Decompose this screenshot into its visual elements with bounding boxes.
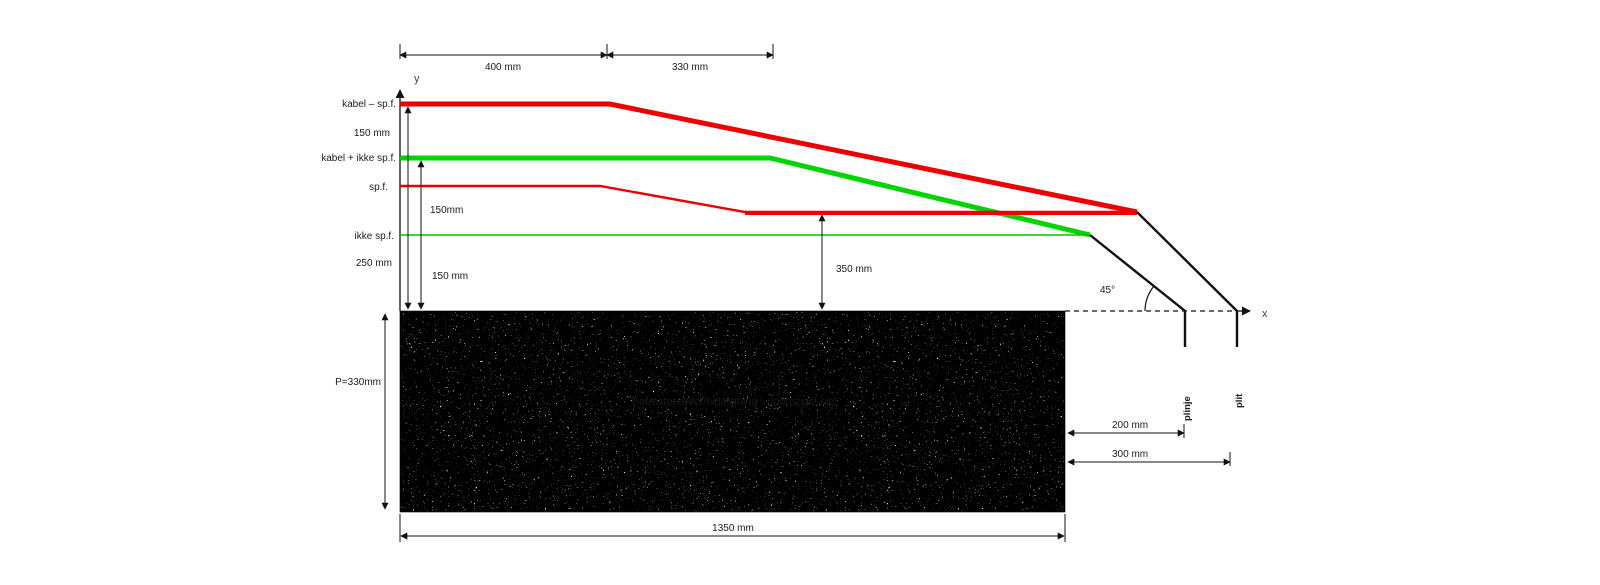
plough-line-left <box>1089 234 1187 347</box>
ground-block-caption: Befæstet areal/belægning - ugunstigst si… <box>631 396 834 408</box>
inner-gap-150b-label: 150 mm <box>432 271 468 282</box>
ground-block-border <box>399 310 1066 513</box>
left-dimension-lines <box>404 106 826 310</box>
cable-spf-label: kabel – sp.f. <box>342 99 396 110</box>
inner-gap-150a-label: 150mm <box>430 205 463 216</box>
axes <box>395 89 1251 316</box>
top-dim-label-2: 330 mm <box>672 62 708 73</box>
center-depth-label: 350 mm <box>836 264 872 275</box>
right-dim-label-2: 300 mm <box>1112 449 1148 460</box>
plough-lines <box>1089 211 1239 347</box>
depth-250-label: 250 mm <box>356 258 392 269</box>
ground-block: Befæstet areal/belægning - ugunstigst si… <box>399 310 1066 513</box>
cable-ikke-spf-label: kabel + ikke sp.f. <box>321 153 396 164</box>
cable-spf-line <box>400 101 1138 215</box>
bottom-width-label: 1350 mm <box>712 523 754 534</box>
ikke-spf-label: ikke sp.f. <box>355 231 394 242</box>
spf-label: sp.f. <box>369 182 388 193</box>
top-dim-label-1: 400 mm <box>485 62 521 73</box>
right-dimensions <box>1067 424 1231 466</box>
top-dimension-chain <box>399 44 774 59</box>
cable-ikke-spf-line <box>400 155 1091 238</box>
plough-mark-right-label: plit <box>1234 393 1245 408</box>
x-axis-label: x <box>1262 308 1268 320</box>
bottom-dimension <box>399 514 1066 542</box>
plough-mark-left-label: plinje <box>1182 396 1193 421</box>
plough-line-right <box>1136 211 1239 347</box>
red-cable-lines <box>400 101 1138 215</box>
right-dim-label-1: 200 mm <box>1112 420 1148 431</box>
gap-150-label: 150 mm <box>354 128 390 139</box>
angle-label: 45° <box>1100 285 1115 296</box>
y-axis-label: y <box>414 73 420 85</box>
angle-arc <box>1144 285 1155 312</box>
thickness-label: P=330mm <box>335 377 381 388</box>
green-cable-lines <box>400 155 1091 238</box>
ground-hatch-fill <box>401 312 1064 511</box>
